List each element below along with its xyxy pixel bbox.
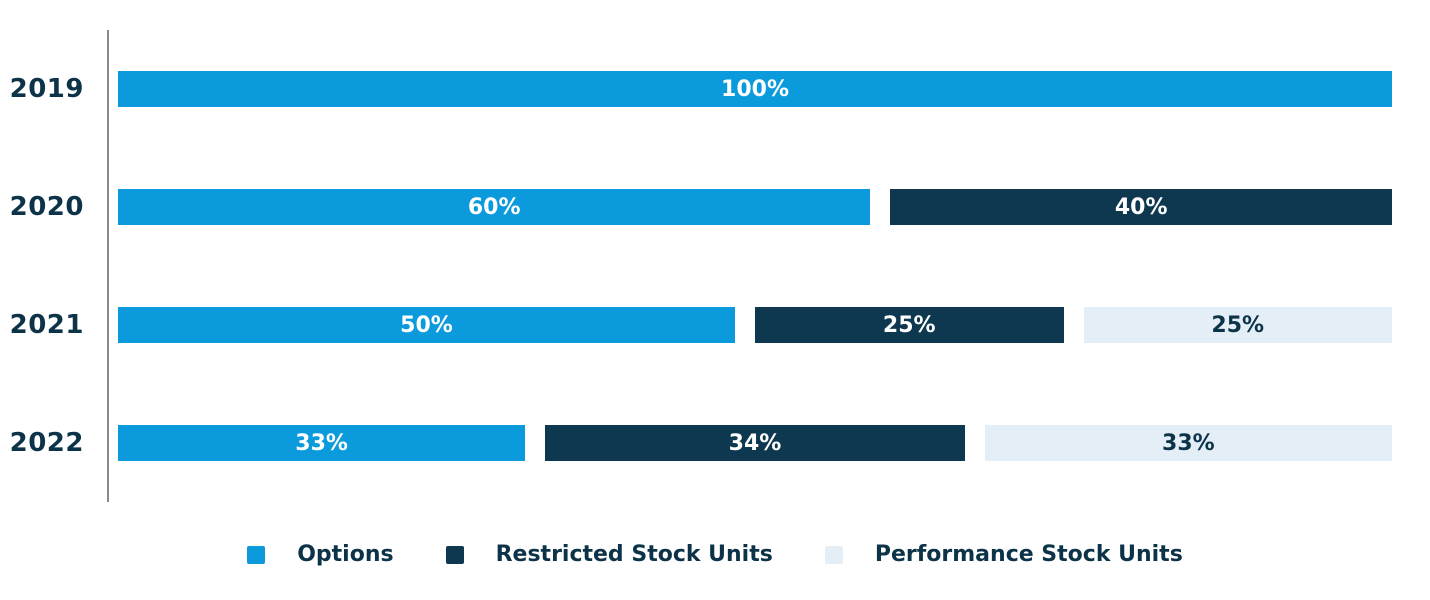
legend: Options Restricted Stock Units Performance… (0, 542, 1430, 567)
bar-row-2022: 2022 33% 34% 33% (0, 425, 1392, 461)
legend-item-restricted-stock-units: Restricted Stock Units (445, 542, 773, 567)
legend-swatch-icon (445, 545, 464, 564)
legend-item-performance-stock-units: Performance Stock Units (824, 542, 1183, 567)
legend-label: Options (297, 542, 394, 567)
legend-swatch-icon (824, 545, 843, 564)
segment-value-label: 34% (728, 430, 782, 456)
segment-value-label: 33% (1162, 430, 1215, 456)
category-label: 2019 (9, 74, 84, 104)
bar-row-2020: 2020 60% 40% (0, 189, 1392, 225)
legend-label: Performance Stock Units (874, 542, 1183, 567)
segment-value-label: 60% (467, 194, 521, 220)
segment-restricted-stock-units: 25% (755, 307, 1064, 343)
axis-gap-spacer (84, 189, 118, 225)
segment-options: 60% (118, 189, 871, 225)
bar-segments: 50% 25% 25% (118, 307, 1392, 343)
segment-performance-stock-units: 25% (1083, 307, 1392, 343)
segment-restricted-stock-units: 40% (890, 189, 1392, 225)
legend-item-options: Options (247, 542, 394, 567)
bar-segments: 33% 34% 33% (118, 425, 1392, 461)
segment-options: 50% (118, 307, 735, 343)
segment-value-label: 25% (1211, 312, 1265, 338)
segment-options: 33% (118, 425, 526, 461)
axis-gap-spacer (84, 71, 118, 107)
bar-row-2021: 2021 50% 25% 25% (0, 307, 1392, 343)
bar-segments: 60% 40% (118, 189, 1392, 225)
segment-value-label: 40% (1114, 194, 1168, 220)
bar-segments: 100% (118, 71, 1392, 107)
segment-value-label: 100% (721, 76, 789, 102)
segment-restricted-stock-units: 34% (545, 425, 965, 461)
segment-performance-stock-units: 33% (984, 425, 1392, 461)
legend-swatch-icon (247, 545, 266, 564)
category-label: 2022 (9, 428, 84, 458)
segment-value-label: 25% (882, 312, 936, 338)
axis-gap-spacer (84, 425, 118, 461)
legend-label: Restricted Stock Units (495, 542, 773, 567)
category-label: 2020 (9, 192, 84, 222)
segment-value-label: 33% (295, 430, 348, 456)
y-axis-line (107, 30, 109, 502)
segment-options: 100% (118, 71, 1392, 107)
axis-gap-spacer (84, 307, 118, 343)
segment-value-label: 50% (400, 312, 453, 338)
category-label: 2021 (9, 310, 84, 340)
plot-area: 2019 100% 2020 60% 40% 2021 50% 25% 25% 2022 33% 34… (0, 30, 1392, 502)
bar-row-2019: 2019 100% (0, 71, 1392, 107)
